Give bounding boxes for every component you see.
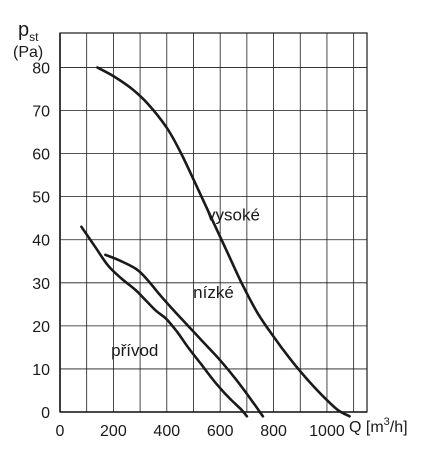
x-tick-label: 1000 bbox=[309, 423, 345, 440]
y-tick-label: 0 bbox=[41, 405, 50, 422]
y-axis-title: pst bbox=[18, 19, 39, 44]
curve-label: vysoké bbox=[207, 205, 260, 224]
x-tick-label: 0 bbox=[56, 423, 65, 440]
curve-vysoké bbox=[96, 66, 351, 418]
curve-labels: vysoké nízké přívod bbox=[111, 205, 260, 360]
y-tick-labels: 0 10 20 30 40 50 60 70 80 bbox=[32, 60, 50, 422]
y-tick-label: 60 bbox=[32, 147, 50, 164]
y-tick-label: 40 bbox=[32, 233, 50, 250]
curve-label: nízké bbox=[193, 283, 234, 302]
curve-přívod bbox=[80, 225, 249, 418]
y-tick-label: 30 bbox=[32, 276, 50, 293]
y-axis-unit: (Pa) bbox=[13, 44, 43, 61]
x-tick-label: 800 bbox=[260, 423, 287, 440]
grid bbox=[60, 33, 367, 412]
y-tick-label: 80 bbox=[32, 60, 50, 77]
x-tick-labels: 0 200 400 600 800 1000 bbox=[56, 423, 345, 440]
x-axis-title: Q [m3/h] bbox=[349, 416, 408, 436]
x-tick-label: 600 bbox=[207, 423, 234, 440]
curve-nízké bbox=[104, 253, 265, 418]
y-tick-label: 10 bbox=[32, 362, 50, 379]
x-tick-label: 400 bbox=[153, 423, 180, 440]
curve-label: přívod bbox=[111, 341, 158, 360]
y-tick-label: 70 bbox=[32, 104, 50, 121]
curves bbox=[80, 66, 351, 418]
y-tick-label: 50 bbox=[32, 190, 50, 207]
y-tick-label: 20 bbox=[32, 319, 50, 336]
x-tick-label: 200 bbox=[100, 423, 127, 440]
